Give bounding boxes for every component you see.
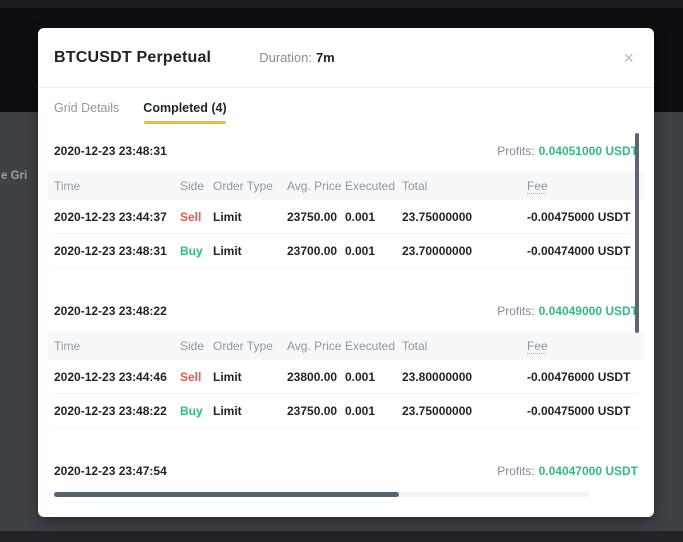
cell-time: 2020-12-23 23:48:31 — [54, 243, 167, 258]
cell-fee: -0.00474000 USDT — [527, 243, 631, 258]
deal-section-head: 2020-12-23 23:47:54 Profits: 0.04047000 U… — [54, 462, 638, 480]
column-header: Executed — [345, 339, 396, 353]
completed-orders-modal: BTCUSDT Perpetual Duration: 7m × Grid Det… — [38, 28, 654, 517]
column-header: Side — [180, 179, 205, 193]
cell-order-type: Limit — [213, 243, 242, 258]
cell-order-type: Limit — [213, 369, 242, 384]
modal-header: BTCUSDT Perpetual Duration: 7m × — [38, 28, 654, 88]
deal-timestamp: 2020-12-23 23:48:22 — [54, 304, 167, 318]
column-header: Avg. Price — [287, 179, 342, 193]
order-table-header: Time Side Order Type Avg. Price Executed Tota… — [48, 172, 644, 200]
cell-side: Buy — [180, 243, 203, 258]
profits-value: 0.04047000 USDT — [538, 464, 638, 478]
cell-total: 23.75000000 — [402, 209, 473, 224]
deal-section: 2020-12-23 23:47:54 Profits: 0.04047000 U… — [54, 462, 638, 480]
cell-avg-price: 23750.00 — [287, 403, 338, 418]
cell-time: 2020-12-23 23:44:37 — [54, 209, 167, 224]
cell-side: Sell — [180, 209, 202, 224]
cell-total: 23.70000000 — [402, 243, 473, 258]
order-table-body: 2020-12-23 23:44:37 Sell Limit 23750.00 … — [54, 200, 638, 268]
cell-total: 23.75000000 — [402, 403, 473, 418]
profits-label: Profits: — [497, 144, 535, 158]
completed-deals-list: 2020-12-23 23:48:31 Profits: 0.04051000 U… — [38, 128, 654, 480]
order-table-body: 2020-12-23 23:44:46 Sell Limit 23800.00 … — [54, 360, 638, 428]
cell-avg-price: 23800.00 — [287, 369, 338, 384]
column-header: Fee — [527, 179, 548, 193]
cell-order-type: Limit — [213, 209, 242, 224]
order-row: 2020-12-23 23:48:31 Buy Limit 23700.00 0… — [54, 234, 638, 268]
vertical-scrollbar-thumb[interactable] — [635, 133, 639, 333]
background-top-strip — [0, 0, 683, 10]
order-row: 2020-12-23 23:44:46 Sell Limit 23800.00 … — [54, 360, 638, 394]
tab-completed[interactable]: Completed (4) — [143, 101, 227, 124]
column-header: Order Type — [213, 179, 273, 193]
modal-title: BTCUSDT Perpetual — [54, 48, 212, 66]
column-header: Time — [54, 179, 81, 193]
cell-time: 2020-12-23 23:44:46 — [54, 369, 167, 384]
deal-section: 2020-12-23 23:48:31 Profits: 0.04051000 U… — [48, 142, 644, 268]
cell-executed: 0.001 — [345, 243, 376, 258]
deal-profits: Profits: 0.04047000 USDT — [497, 462, 638, 480]
duration: Duration: 7m — [259, 50, 335, 65]
cell-avg-price: 23700.00 — [287, 243, 338, 258]
column-header: Avg. Price — [287, 339, 342, 353]
cell-time: 2020-12-23 23:48:22 — [54, 403, 167, 418]
tab-grid-details[interactable]: Grid Details — [54, 101, 120, 115]
duration-value: 7m — [315, 50, 335, 65]
cell-total: 23.80000000 — [402, 369, 473, 384]
cell-executed: 0.001 — [345, 209, 376, 224]
cell-avg-price: 23750.00 — [287, 209, 338, 224]
deal-timestamp: 2020-12-23 23:47:54 — [54, 464, 167, 478]
column-header: Order Type — [213, 339, 273, 353]
order-row: 2020-12-23 23:44:37 Sell Limit 23750.00 … — [54, 200, 638, 234]
profits-value: 0.04049000 USDT — [538, 304, 638, 318]
cell-executed: 0.001 — [345, 403, 376, 418]
profits-label: Profits: — [497, 304, 535, 318]
deal-section-head: 2020-12-23 23:48:22 Profits: 0.04049000 U… — [54, 302, 638, 320]
cell-fee: -0.00475000 USDT — [527, 209, 631, 224]
tab-bar: Grid Details Completed (4) — [38, 88, 654, 128]
order-table-header: Time Side Order Type Avg. Price Executed Tota… — [48, 332, 644, 360]
profits-value: 0.04051000 USDT — [538, 144, 638, 158]
column-header: Total — [402, 339, 428, 353]
cell-executed: 0.001 — [345, 369, 376, 384]
profits-label: Profits: — [497, 464, 535, 478]
column-header: Total — [402, 179, 428, 193]
deal-section: 2020-12-23 23:48:22 Profits: 0.04049000 U… — [48, 302, 644, 428]
background-bottom-strip — [0, 531, 683, 542]
deal-section-head: 2020-12-23 23:48:31 Profits: 0.04051000 U… — [54, 142, 638, 160]
cell-fee: -0.00475000 USDT — [527, 403, 631, 418]
deal-profits: Profits: 0.04049000 USDT — [497, 302, 638, 320]
column-header: Fee — [527, 339, 548, 353]
horizontal-scrollbar-track[interactable] — [54, 492, 590, 497]
horizontal-scrollbar-thumb[interactable] — [54, 492, 399, 497]
deal-timestamp: 2020-12-23 23:48:31 — [54, 144, 167, 158]
column-header: Time — [54, 339, 81, 353]
cell-fee: -0.00476000 USDT — [527, 369, 631, 384]
column-header: Side — [180, 339, 205, 353]
column-header: Executed — [345, 179, 396, 193]
cell-side: Sell — [180, 369, 202, 384]
cell-order-type: Limit — [213, 403, 242, 418]
deal-profits: Profits: 0.04051000 USDT — [497, 142, 638, 160]
duration-label: Duration: — [259, 50, 312, 65]
order-row: 2020-12-23 23:48:22 Buy Limit 23750.00 0… — [54, 394, 638, 428]
background-partial-text: e Gri — [1, 170, 28, 182]
close-icon[interactable]: × — [623, 47, 634, 68]
cell-side: Buy — [180, 403, 203, 418]
